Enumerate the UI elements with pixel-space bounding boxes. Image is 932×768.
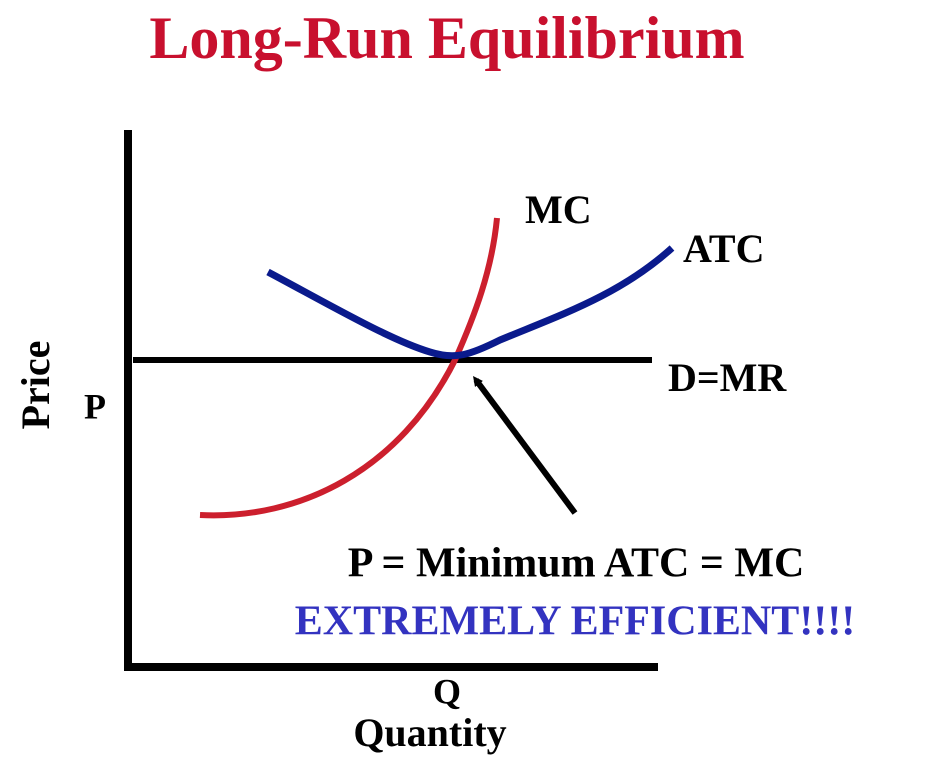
demand-label: D=MR [668,355,787,400]
equation: P = Minimum ATC = MC [348,541,805,587]
atc-curve [266,245,675,360]
y-axis-label: Price [13,341,58,430]
atc-label: ATC [683,226,764,271]
quantity-marker: Q [433,671,461,711]
price-marker: P [84,386,106,426]
arrow [473,375,578,515]
efficiency-note: EXTREMELY EFFICIENT!!!! [295,599,855,645]
title: Long-Run Equilibrium [149,5,744,71]
mc-curve [199,217,500,519]
mc-label: MC [525,187,592,232]
x-axis-label: Quantity [353,710,506,755]
